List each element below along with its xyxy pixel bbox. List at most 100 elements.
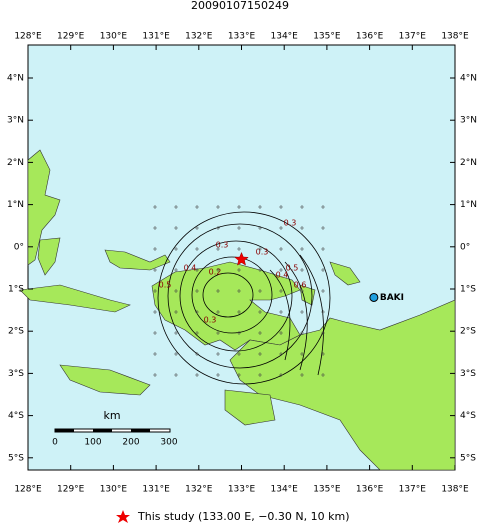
lat-label: 2°N xyxy=(7,158,24,168)
lat-label: 4°N xyxy=(460,74,477,84)
plus xyxy=(237,289,241,293)
lat-label: 2°S xyxy=(460,327,476,337)
lon-label: 131°E xyxy=(142,485,170,495)
scale-label: 0 xyxy=(52,438,58,448)
plus xyxy=(279,247,283,251)
plus xyxy=(300,352,304,356)
contour-label: 0.3 xyxy=(284,219,297,228)
plus xyxy=(300,289,304,293)
plus xyxy=(237,205,241,209)
plus xyxy=(195,268,199,272)
plus xyxy=(174,289,178,293)
plus xyxy=(153,289,157,293)
lon-label: 128°E xyxy=(14,32,42,42)
plus xyxy=(258,352,262,356)
plus xyxy=(258,373,262,377)
plus xyxy=(279,289,283,293)
plus xyxy=(174,310,178,314)
plus xyxy=(174,331,178,335)
plus xyxy=(258,310,262,314)
plus xyxy=(174,268,178,272)
lat-label: 3°N xyxy=(460,116,477,126)
contour-label: 0.5 xyxy=(159,281,172,290)
contour-labels: 0.30.30.30.40.50.20.30.40.50.6 xyxy=(159,219,307,325)
lon-label: 136°E xyxy=(356,485,384,495)
plus xyxy=(300,247,304,251)
contour-label: 0.3 xyxy=(204,316,217,325)
plus xyxy=(279,310,283,314)
plus xyxy=(216,310,220,314)
plus xyxy=(321,205,325,209)
contour-label: 0.3 xyxy=(216,241,229,250)
plus xyxy=(279,205,283,209)
plus xyxy=(321,373,325,377)
title: 20090107150249 xyxy=(191,0,289,12)
lon-label: 129°E xyxy=(57,485,85,495)
legend-text: This study (133.00 E, −0.30 N, 10 km) xyxy=(137,510,350,523)
plus xyxy=(216,226,220,230)
plus xyxy=(174,205,178,209)
plus xyxy=(237,373,241,377)
legend-star xyxy=(116,510,130,523)
plus xyxy=(321,289,325,293)
plus xyxy=(258,331,262,335)
lon-label: 135°E xyxy=(313,32,341,42)
lat-label: 4°S xyxy=(460,411,476,421)
axes: 128°E 128°E 129°E 129°E 130°E 130°E 131°E 131°E… xyxy=(7,32,477,495)
plus xyxy=(195,205,199,209)
lon-label: 134°E xyxy=(271,32,299,42)
contour-label: 0.3 xyxy=(256,248,269,257)
plus xyxy=(195,247,199,251)
plus xyxy=(258,226,262,230)
lon-label: 132°E xyxy=(185,32,213,42)
contour-label: 0.5 xyxy=(286,264,299,273)
grid-markers xyxy=(153,205,325,377)
plus xyxy=(174,226,178,230)
lat-label: 1°N xyxy=(7,200,24,210)
lat-label: 3°S xyxy=(460,369,476,379)
scale-bar: km xyxy=(54,409,171,433)
plus xyxy=(153,205,157,209)
plus xyxy=(279,268,283,272)
lat-label: 2°N xyxy=(460,158,477,168)
plus xyxy=(216,373,220,377)
lat-label: 0° xyxy=(460,242,470,252)
plus xyxy=(300,373,304,377)
plus xyxy=(300,226,304,230)
plus xyxy=(300,331,304,335)
lat-label: 3°N xyxy=(7,116,24,126)
plus xyxy=(195,373,199,377)
lon-label: 137°E xyxy=(399,485,427,495)
scale-label: 100 xyxy=(84,438,101,448)
scale-title: km xyxy=(103,409,120,422)
plus xyxy=(237,310,241,314)
station-marker xyxy=(369,292,379,302)
station-name: BAKI xyxy=(380,293,404,303)
lon-label: 132°E xyxy=(185,485,213,495)
plus xyxy=(279,226,283,230)
plus xyxy=(321,352,325,356)
plus xyxy=(237,331,241,335)
plus xyxy=(216,289,220,293)
plus xyxy=(258,289,262,293)
lat-label: 4°N xyxy=(7,74,24,84)
lon-label: 130°E xyxy=(100,485,128,495)
plus xyxy=(195,310,199,314)
plus xyxy=(216,331,220,335)
plus xyxy=(153,247,157,251)
plus xyxy=(174,352,178,356)
contour-label: 0.2 xyxy=(209,268,222,277)
plus xyxy=(153,373,157,377)
plus xyxy=(300,268,304,272)
lat-label: 0° xyxy=(14,242,24,252)
plus xyxy=(195,226,199,230)
plus xyxy=(216,352,220,356)
plus xyxy=(279,352,283,356)
lat-label: 2°S xyxy=(8,327,24,337)
contours xyxy=(157,211,331,385)
plus xyxy=(153,310,157,314)
lon-label: 128°E xyxy=(14,485,42,495)
lat-label: 4°S xyxy=(8,411,24,421)
plus xyxy=(195,352,199,356)
lat-label: 5°S xyxy=(460,453,476,463)
